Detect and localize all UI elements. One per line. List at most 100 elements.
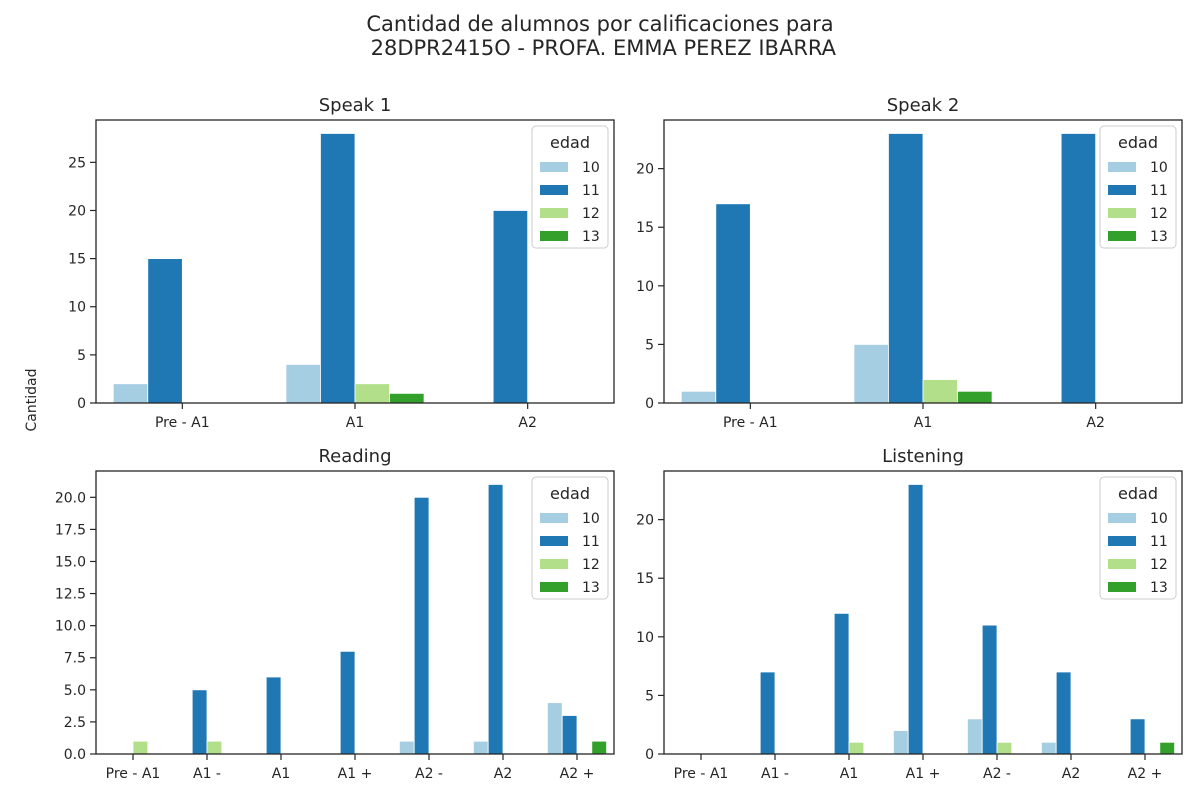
bar-12-1 (206, 740, 223, 755)
x-tick-label: A2 - (983, 766, 1011, 782)
y-tick-label: 15.0 (55, 554, 86, 570)
bar-13-6 (1159, 741, 1176, 755)
y-tick-label: 20 (636, 513, 654, 529)
x-tick-label: A2 + (560, 766, 595, 782)
legend-swatch-13 (1108, 231, 1136, 241)
legend-swatch-13 (540, 582, 568, 592)
bar-11-1 (191, 689, 208, 755)
y-tick-label: 2.5 (64, 715, 86, 731)
y-tick-label: 20.0 (55, 490, 86, 506)
x-tick-label: A2 (494, 766, 512, 782)
bar-10-5 (472, 740, 489, 755)
bar-11-4 (981, 624, 998, 755)
x-tick-label: A1 (914, 415, 932, 431)
bar-11-2 (1060, 133, 1097, 404)
bar-11-4 (413, 496, 430, 755)
bar-13-1 (389, 392, 425, 404)
bar-13-6 (591, 740, 607, 755)
bar-11-2 (265, 676, 282, 755)
y-tick-label: 7.5 (64, 651, 86, 667)
x-tick-label: A1 - (193, 766, 221, 782)
bar-10-4 (398, 740, 415, 755)
x-tick-label: Pre - A1 (723, 415, 778, 431)
bar-11-3 (907, 484, 924, 755)
x-tick-label: A1 - (761, 766, 789, 782)
legend: edad 10 11 12 13 (531, 476, 609, 600)
y-tick-label: 10 (636, 630, 654, 646)
bar-10-4 (967, 718, 983, 755)
figure-title: Cantidad de alumnos por calificaciones p… (0, 12, 1200, 60)
legend-swatch-11 (540, 185, 568, 195)
x-tick-label: A1 (272, 766, 290, 782)
x-tick-label: A1 (840, 766, 858, 782)
legend-label-13: 13 (1150, 580, 1168, 596)
y-tick-label: 15 (636, 571, 654, 587)
panel-title: Reading (318, 446, 391, 467)
legend-label-10: 10 (582, 511, 600, 527)
bar-12-0 (132, 740, 149, 755)
legend-swatch-11 (540, 536, 568, 546)
y-tick-label: 20 (68, 203, 86, 219)
x-tick-label: Pre - A1 (674, 766, 729, 782)
bar-12-2 (848, 741, 865, 755)
panel-title: Speak 1 (319, 95, 392, 116)
legend-label-12: 12 (582, 557, 600, 573)
y-tick-label: 17.5 (55, 522, 86, 538)
bar-11-6 (1129, 718, 1146, 755)
bar-11-1 (320, 133, 356, 404)
legend-swatch-12 (540, 208, 568, 218)
y-tick-label: 20 (636, 162, 654, 178)
legend-label-10: 10 (1150, 511, 1168, 527)
x-tick-label: A1 (346, 415, 364, 431)
bar-10-1 (853, 344, 889, 404)
bar-13-1 (957, 390, 993, 404)
legend-label-12: 12 (1150, 206, 1168, 222)
legend-label-11: 11 (1150, 534, 1168, 550)
bar-11-2 (833, 612, 850, 755)
legend-title: edad (550, 484, 590, 503)
legend-title: edad (1118, 133, 1158, 152)
y-tick-label: 12.5 (55, 587, 86, 603)
x-tick-label: A2 - (415, 766, 443, 782)
y-tick-label: 5 (645, 337, 654, 353)
legend: edad 10 11 12 13 (531, 125, 609, 249)
y-tick-label: 5 (77, 348, 86, 364)
legend-swatch-10 (1108, 513, 1136, 523)
legend-swatch-10 (540, 162, 568, 172)
y-tick-label: 5 (645, 688, 654, 704)
bar-11-3 (339, 650, 356, 755)
x-tick-label: A2 (1086, 415, 1104, 431)
y-tick-label: 10.0 (55, 619, 86, 635)
bar-10-1 (285, 364, 321, 404)
x-tick-label: A2 (518, 415, 536, 431)
panel-listening: 0 5 10 15 20 Pre - A1 A1 - A1 A1 + A2 - A2 A2 + List… (636, 446, 1183, 782)
bar-11-0 (147, 258, 183, 404)
bar-12-4 (996, 741, 1013, 755)
y-tick-label: 15 (68, 252, 86, 268)
legend-label-11: 11 (1150, 183, 1168, 199)
legend-label-10: 10 (1150, 160, 1168, 176)
legend: edad 10 11 12 13 (1099, 125, 1177, 249)
y-tick-label: 5.0 (64, 683, 86, 699)
legend-swatch-13 (1108, 582, 1136, 592)
panel-reading: 0.0 2.5 5.0 7.5 10.0 12.5 15.0 17.5 20.0 Pre - A1… (55, 446, 615, 782)
x-tick-label: A1 + (906, 766, 941, 782)
legend-label-13: 13 (582, 580, 600, 596)
figure-title-line-2: 28DPR2415O - PROFA. EMMA PEREZ IBARRA (363, 36, 837, 60)
x-tick-label: A2 + (1128, 766, 1163, 782)
legend-label-11: 11 (582, 183, 600, 199)
legend-label-13: 13 (582, 229, 600, 245)
panel-speak-2: 0 5 10 15 20 Pre - A1 A1 A2 Speak 2 edad 10 11 12 13 (636, 95, 1183, 431)
x-tick-label: A2 (1062, 766, 1080, 782)
y-tick-label: 0 (645, 396, 654, 412)
legend-swatch-12 (1108, 208, 1136, 218)
y-tick-label: 15 (636, 220, 654, 236)
bar-11-1 (759, 671, 776, 755)
panel-title: Speak 2 (887, 95, 960, 116)
panel-speak-1: 0 5 10 15 20 25 Pre - A1 A1 A2 Speak 1 edad 10 11 12 1… (68, 95, 615, 431)
bar-12-1 (922, 379, 958, 404)
legend-label-12: 12 (1150, 557, 1168, 573)
y-tick-label: 0.0 (64, 747, 86, 763)
figure-title-line-1: Cantidad de alumnos por calificaciones p… (366, 12, 834, 36)
bar-10-0 (680, 390, 717, 404)
